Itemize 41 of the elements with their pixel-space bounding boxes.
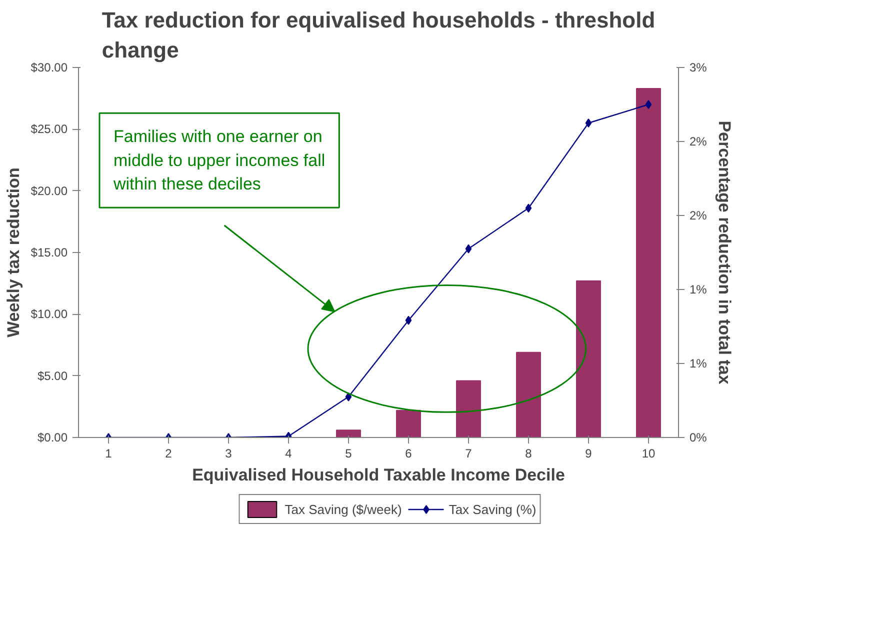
x-tick-label: 5 <box>345 446 352 460</box>
x-tick-label: 9 <box>585 446 592 460</box>
y2-tick-label: 0% <box>690 430 708 444</box>
legend-label: Tax Saving ($/week) <box>284 502 402 516</box>
x-tick-label: 2 <box>165 446 172 460</box>
x-axis-title: Equivalised Household Taxable Income Decile <box>192 466 565 484</box>
bar <box>396 410 421 438</box>
y2-tick-label: 2% <box>690 134 708 148</box>
y-tick-label: $20.00 <box>30 184 68 198</box>
y2-tick-label: 1% <box>690 356 708 370</box>
point <box>405 316 412 325</box>
y-tick-label: $25.00 <box>30 122 68 136</box>
x-tick-label: 7 <box>465 446 472 460</box>
bar <box>516 352 541 438</box>
bar <box>576 280 601 438</box>
bar <box>636 88 661 438</box>
x-tick-label: 8 <box>525 446 532 460</box>
y-tick-label: $0.00 <box>37 430 68 444</box>
point <box>525 204 532 213</box>
point <box>585 118 592 128</box>
y-tick-label: $5.00 <box>37 368 68 383</box>
y2-tick-label: 1% <box>690 282 708 296</box>
x-tick-label: 1 <box>105 446 112 460</box>
bar <box>336 430 361 438</box>
x-tick-label: 6 <box>405 446 412 460</box>
point <box>465 244 472 254</box>
legend-label: Tax Saving (%) <box>448 502 536 516</box>
x-tick-label: 10 <box>642 446 656 460</box>
annotation: Families with one earner on middle to upper incomes fall within these deciles <box>112 127 326 194</box>
point <box>645 100 652 109</box>
y-tick-label: $10.00 <box>30 307 68 322</box>
bar <box>456 380 481 438</box>
y-tick-label: $30.00 <box>30 60 68 74</box>
y2-tick-label: 2% <box>690 208 708 222</box>
y2-axis-title: Percentage reduction in total tax <box>714 120 734 385</box>
x-tick-label: 4 <box>285 446 292 460</box>
y-axis-title: Weekly tax reduction <box>4 168 23 338</box>
x-tick-label: 3 <box>225 446 232 460</box>
y2-tick-label: 3% <box>690 60 708 74</box>
chart-title: Tax reduction for equivalised households - threshold change <box>102 8 656 62</box>
y-tick-label: $15.00 <box>30 246 68 260</box>
